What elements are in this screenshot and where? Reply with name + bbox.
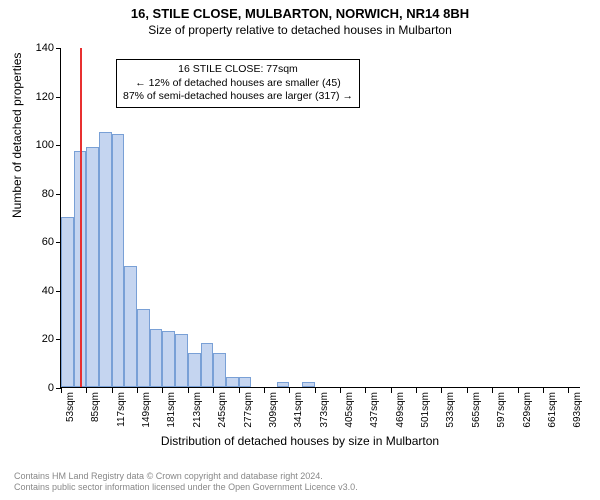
- ytick-mark: [56, 97, 61, 98]
- ytick-label: 20: [24, 333, 54, 345]
- y-axis-label: Number of detached properties: [10, 53, 24, 218]
- xtick-mark: [86, 388, 87, 393]
- ytick-label: 80: [24, 188, 54, 200]
- histogram-bar: [112, 134, 125, 387]
- xtick-mark: [467, 388, 468, 393]
- reference-line: [80, 48, 82, 387]
- xtick-label: 597sqm: [496, 392, 507, 428]
- xtick-label: 53sqm: [65, 392, 76, 422]
- xtick-label: 117sqm: [116, 392, 127, 427]
- xtick-label: 437sqm: [369, 392, 380, 428]
- xtick-mark: [239, 388, 240, 393]
- histogram-bar: [86, 147, 99, 387]
- xtick-mark: [441, 388, 442, 393]
- xtick-mark: [61, 388, 62, 393]
- ytick-mark: [56, 194, 61, 195]
- ytick-label: 100: [24, 139, 54, 151]
- xtick-label: 533sqm: [445, 392, 456, 428]
- xtick-mark: [137, 388, 138, 393]
- ytick-mark: [56, 48, 61, 49]
- annotation-box: 16 STILE CLOSE: 77sqm ← 12% of detached …: [116, 59, 360, 108]
- xtick-mark: [568, 388, 569, 393]
- xtick-label: 629sqm: [522, 392, 533, 428]
- annotation-line-3: 87% of semi-detached houses are larger (…: [123, 90, 353, 104]
- chart-container: 16, STILE CLOSE, MULBARTON, NORWICH, NR1…: [0, 0, 600, 500]
- xtick-label: 405sqm: [344, 392, 355, 428]
- xtick-mark: [112, 388, 113, 393]
- xtick-mark: [213, 388, 214, 393]
- xtick-mark: [492, 388, 493, 393]
- xtick-mark: [188, 388, 189, 393]
- ytick-label: 0: [24, 382, 54, 394]
- ytick-label: 40: [24, 285, 54, 297]
- histogram-bar: [99, 132, 112, 387]
- histogram-bar: [239, 377, 252, 387]
- histogram-bar: [175, 334, 188, 387]
- histogram-bar: [226, 377, 239, 387]
- ytick-mark: [56, 145, 61, 146]
- histogram-bar: [302, 382, 315, 387]
- xtick-label: 309sqm: [268, 392, 279, 428]
- ytick-label: 140: [24, 42, 54, 54]
- xtick-label: 501sqm: [420, 392, 431, 428]
- annotation-line-1: 16 STILE CLOSE: 77sqm: [123, 63, 353, 77]
- xtick-mark: [365, 388, 366, 393]
- xtick-label: 245sqm: [217, 392, 228, 428]
- xtick-label: 373sqm: [319, 392, 330, 428]
- x-axis-label: Distribution of detached houses by size …: [0, 434, 600, 448]
- histogram-bar: [277, 382, 290, 387]
- xtick-label: 149sqm: [141, 392, 152, 428]
- histogram-bar: [188, 353, 201, 387]
- histogram-bar: [213, 353, 226, 387]
- xtick-label: 661sqm: [547, 392, 558, 428]
- footer-line-1: Contains HM Land Registry data © Crown c…: [14, 471, 358, 483]
- xtick-label: 693sqm: [572, 392, 583, 428]
- xtick-label: 213sqm: [192, 392, 203, 428]
- chart-title: 16, STILE CLOSE, MULBARTON, NORWICH, NR1…: [0, 0, 600, 21]
- xtick-mark: [543, 388, 544, 393]
- footer-license: Contains HM Land Registry data © Crown c…: [14, 471, 358, 494]
- annotation-line-2: ← 12% of detached houses are smaller (45…: [123, 77, 353, 91]
- histogram-bar: [124, 266, 137, 387]
- xtick-label: 341sqm: [293, 392, 304, 428]
- xtick-mark: [264, 388, 265, 393]
- xtick-mark: [340, 388, 341, 393]
- histogram-bar: [201, 343, 214, 387]
- histogram-bar: [162, 331, 175, 387]
- xtick-label: 565sqm: [471, 392, 482, 428]
- xtick-mark: [289, 388, 290, 393]
- histogram-bar: [61, 217, 74, 387]
- xtick-label: 469sqm: [395, 392, 406, 428]
- footer-line-2: Contains public sector information licen…: [14, 482, 358, 494]
- plot-area: 02040608010012014053sqm85sqm117sqm149sqm…: [60, 48, 580, 388]
- xtick-mark: [162, 388, 163, 393]
- xtick-label: 85sqm: [90, 392, 101, 422]
- xtick-mark: [416, 388, 417, 393]
- xtick-mark: [315, 388, 316, 393]
- ytick-label: 120: [24, 91, 54, 103]
- ytick-label: 60: [24, 236, 54, 248]
- xtick-label: 181sqm: [166, 392, 177, 428]
- histogram-bar: [137, 309, 150, 387]
- xtick-mark: [391, 388, 392, 393]
- xtick-label: 277sqm: [243, 392, 254, 428]
- chart-subtitle: Size of property relative to detached ho…: [0, 21, 600, 37]
- histogram-bar: [150, 329, 163, 387]
- xtick-mark: [518, 388, 519, 393]
